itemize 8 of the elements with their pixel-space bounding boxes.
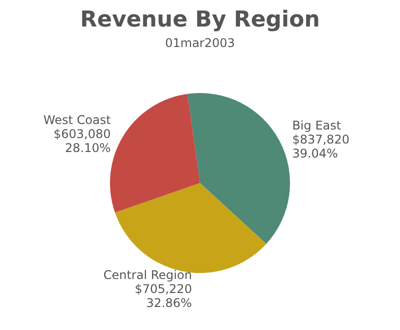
- slice-label: Central Region: [103, 268, 192, 282]
- data-label: $837,820 39.04%: [292, 132, 350, 160]
- chart-title: Revenue By Region: [80, 8, 320, 32]
- data-label: $705,220 32.86%: [134, 282, 192, 310]
- data-label: $603,080 28.10%: [54, 127, 111, 155]
- chart-subtitle: 01mar2003: [165, 36, 235, 50]
- slice-label: Big East: [292, 118, 342, 132]
- slice-label: West Coast: [43, 113, 112, 127]
